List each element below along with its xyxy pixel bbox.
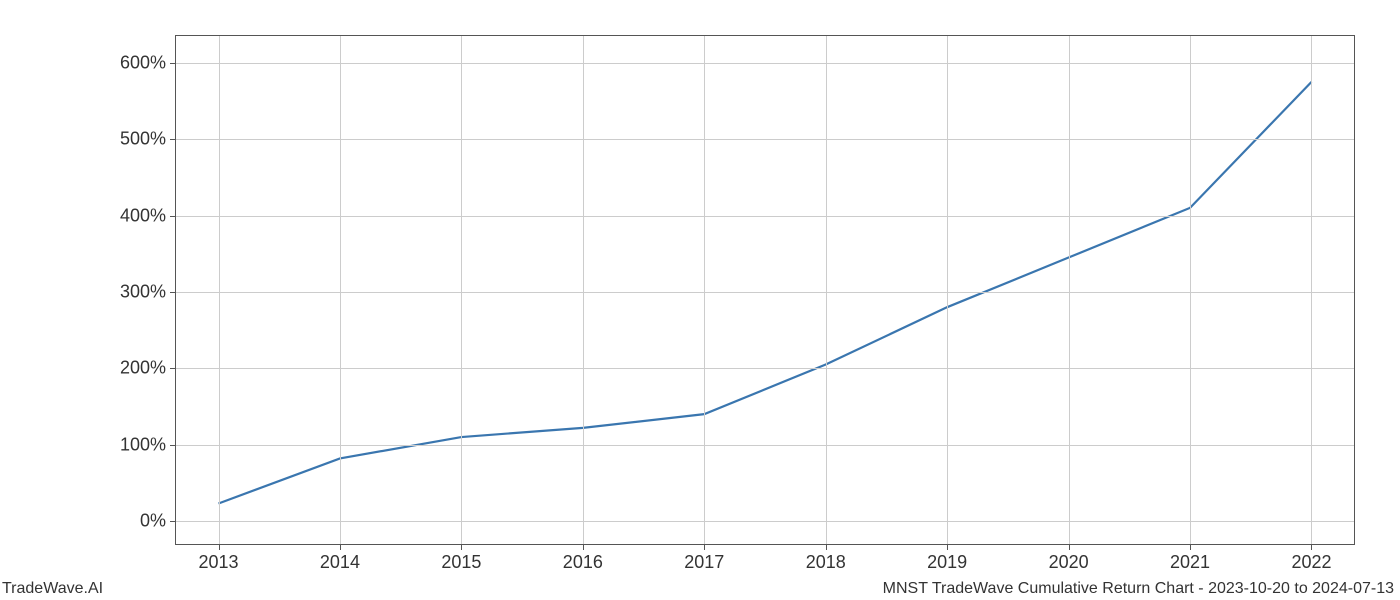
gridline-vertical xyxy=(1190,36,1191,544)
gridline-vertical xyxy=(704,36,705,544)
x-axis-tick-label: 2020 xyxy=(1049,552,1089,573)
gridline-vertical xyxy=(826,36,827,544)
x-tick-mark xyxy=(219,544,220,550)
x-axis-tick-label: 2022 xyxy=(1291,552,1331,573)
gridline-vertical xyxy=(219,36,220,544)
x-axis-tick-label: 2021 xyxy=(1170,552,1210,573)
gridline-vertical xyxy=(1069,36,1070,544)
y-tick-mark xyxy=(170,139,176,140)
line-chart-svg xyxy=(176,36,1354,544)
x-axis-tick-label: 2013 xyxy=(198,552,238,573)
y-tick-mark xyxy=(170,292,176,293)
y-axis-tick-label: 500% xyxy=(120,129,166,150)
x-tick-mark xyxy=(947,544,948,550)
gridline-horizontal xyxy=(176,139,1354,140)
gridline-horizontal xyxy=(176,368,1354,369)
footer-caption-text: MNST TradeWave Cumulative Return Chart -… xyxy=(883,580,1394,598)
y-tick-mark xyxy=(170,63,176,64)
y-axis-tick-label: 200% xyxy=(120,358,166,379)
x-tick-mark xyxy=(461,544,462,550)
y-tick-mark xyxy=(170,521,176,522)
x-axis-tick-label: 2017 xyxy=(684,552,724,573)
chart-container: 0%100%200%300%400%500%600%20132014201520… xyxy=(175,35,1355,545)
y-axis-tick-label: 100% xyxy=(120,434,166,455)
x-tick-mark xyxy=(1311,544,1312,550)
plot-area: 0%100%200%300%400%500%600%20132014201520… xyxy=(175,35,1355,545)
x-tick-mark xyxy=(1069,544,1070,550)
gridline-vertical xyxy=(583,36,584,544)
gridline-vertical xyxy=(947,36,948,544)
gridline-vertical xyxy=(340,36,341,544)
y-tick-mark xyxy=(170,216,176,217)
x-tick-mark xyxy=(826,544,827,550)
x-tick-mark xyxy=(583,544,584,550)
gridline-horizontal xyxy=(176,292,1354,293)
x-axis-tick-label: 2016 xyxy=(563,552,603,573)
gridline-horizontal xyxy=(176,63,1354,64)
gridline-vertical xyxy=(461,36,462,544)
y-tick-mark xyxy=(170,445,176,446)
gridline-horizontal xyxy=(176,445,1354,446)
gridline-horizontal xyxy=(176,521,1354,522)
x-axis-tick-label: 2015 xyxy=(441,552,481,573)
x-axis-tick-label: 2018 xyxy=(806,552,846,573)
y-axis-tick-label: 0% xyxy=(140,511,166,532)
x-axis-tick-label: 2014 xyxy=(320,552,360,573)
y-axis-tick-label: 300% xyxy=(120,281,166,302)
footer-brand-text: TradeWave.AI xyxy=(2,580,103,598)
y-axis-tick-label: 400% xyxy=(120,205,166,226)
y-axis-tick-label: 600% xyxy=(120,52,166,73)
x-axis-tick-label: 2019 xyxy=(927,552,967,573)
y-tick-mark xyxy=(170,368,176,369)
x-tick-mark xyxy=(1190,544,1191,550)
x-tick-mark xyxy=(340,544,341,550)
gridline-horizontal xyxy=(176,216,1354,217)
x-tick-mark xyxy=(704,544,705,550)
gridline-vertical xyxy=(1311,36,1312,544)
